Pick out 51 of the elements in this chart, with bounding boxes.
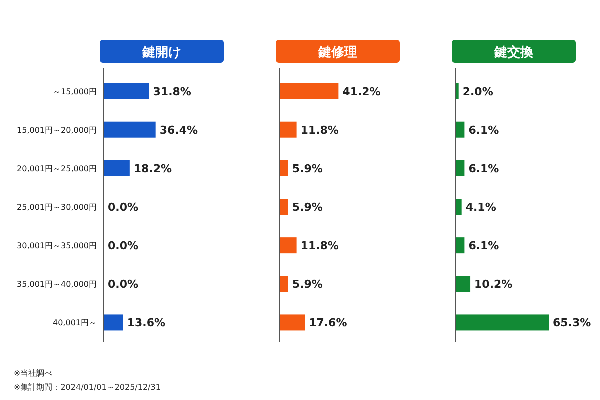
text: ※当社調べ	[14, 369, 53, 378]
bar	[280, 83, 339, 100]
data-label: 6.1%	[468, 162, 500, 176]
bar	[456, 122, 465, 138]
data-label: 41.2%	[342, 85, 381, 98]
data-label: 0.0%	[108, 278, 139, 292]
bar	[104, 314, 124, 331]
bar	[280, 314, 306, 331]
bar	[456, 276, 471, 292]
y-tick-label: 25,001円～30,000円	[17, 203, 97, 212]
chart-title: 鍵交換	[494, 44, 534, 60]
chart-title: 鍵修理	[318, 46, 358, 60]
data-label: 31.8%	[153, 85, 192, 98]
y-tick-label: 30,001円～35,000円	[17, 242, 97, 251]
y-tick-label: 15,001円～20,000円	[17, 126, 97, 135]
data-label: 10.2%	[474, 278, 513, 292]
bar	[104, 122, 156, 138]
bar	[456, 199, 462, 215]
bar	[456, 160, 465, 176]
data-label: 6.1%	[468, 240, 500, 253]
data-label: 4.1%	[466, 201, 496, 214]
y-tick-label: ～15,000円	[53, 87, 97, 96]
y-tick-label: 35,001円～40,000円	[17, 280, 97, 290]
bar	[456, 314, 549, 331]
bar	[456, 83, 459, 100]
data-label: 2.0%	[462, 85, 494, 98]
data-label: 65.3%	[553, 316, 592, 330]
data-label: 5.9%	[292, 201, 323, 214]
data-label: 18.2%	[134, 162, 172, 176]
data-label: 0.0%	[108, 201, 139, 214]
bar	[280, 122, 297, 138]
data-label: 17.6%	[309, 316, 348, 330]
bar	[104, 160, 130, 176]
data-label: 5.9%	[292, 162, 323, 176]
data-label: 36.4%	[160, 124, 198, 137]
bar	[104, 83, 150, 100]
bar	[280, 276, 288, 292]
chart-title: 鍵開け	[142, 46, 182, 60]
bar	[456, 238, 465, 254]
data-label: 0.0%	[108, 240, 139, 253]
text: ※集計期間：2024/01/01～2025/12/31	[14, 383, 161, 392]
data-label: 11.8%	[300, 124, 339, 137]
data-label: 6.1%	[468, 124, 500, 137]
bar	[280, 160, 288, 176]
data-label: 13.6%	[127, 316, 166, 330]
y-tick-label: 20,001円～25,000円	[17, 164, 97, 174]
data-label: 5.9%	[292, 278, 323, 292]
bar	[280, 238, 297, 254]
y-tick-label: 40,001円～	[53, 318, 97, 328]
bar	[280, 199, 288, 215]
data-label: 11.8%	[300, 240, 339, 253]
